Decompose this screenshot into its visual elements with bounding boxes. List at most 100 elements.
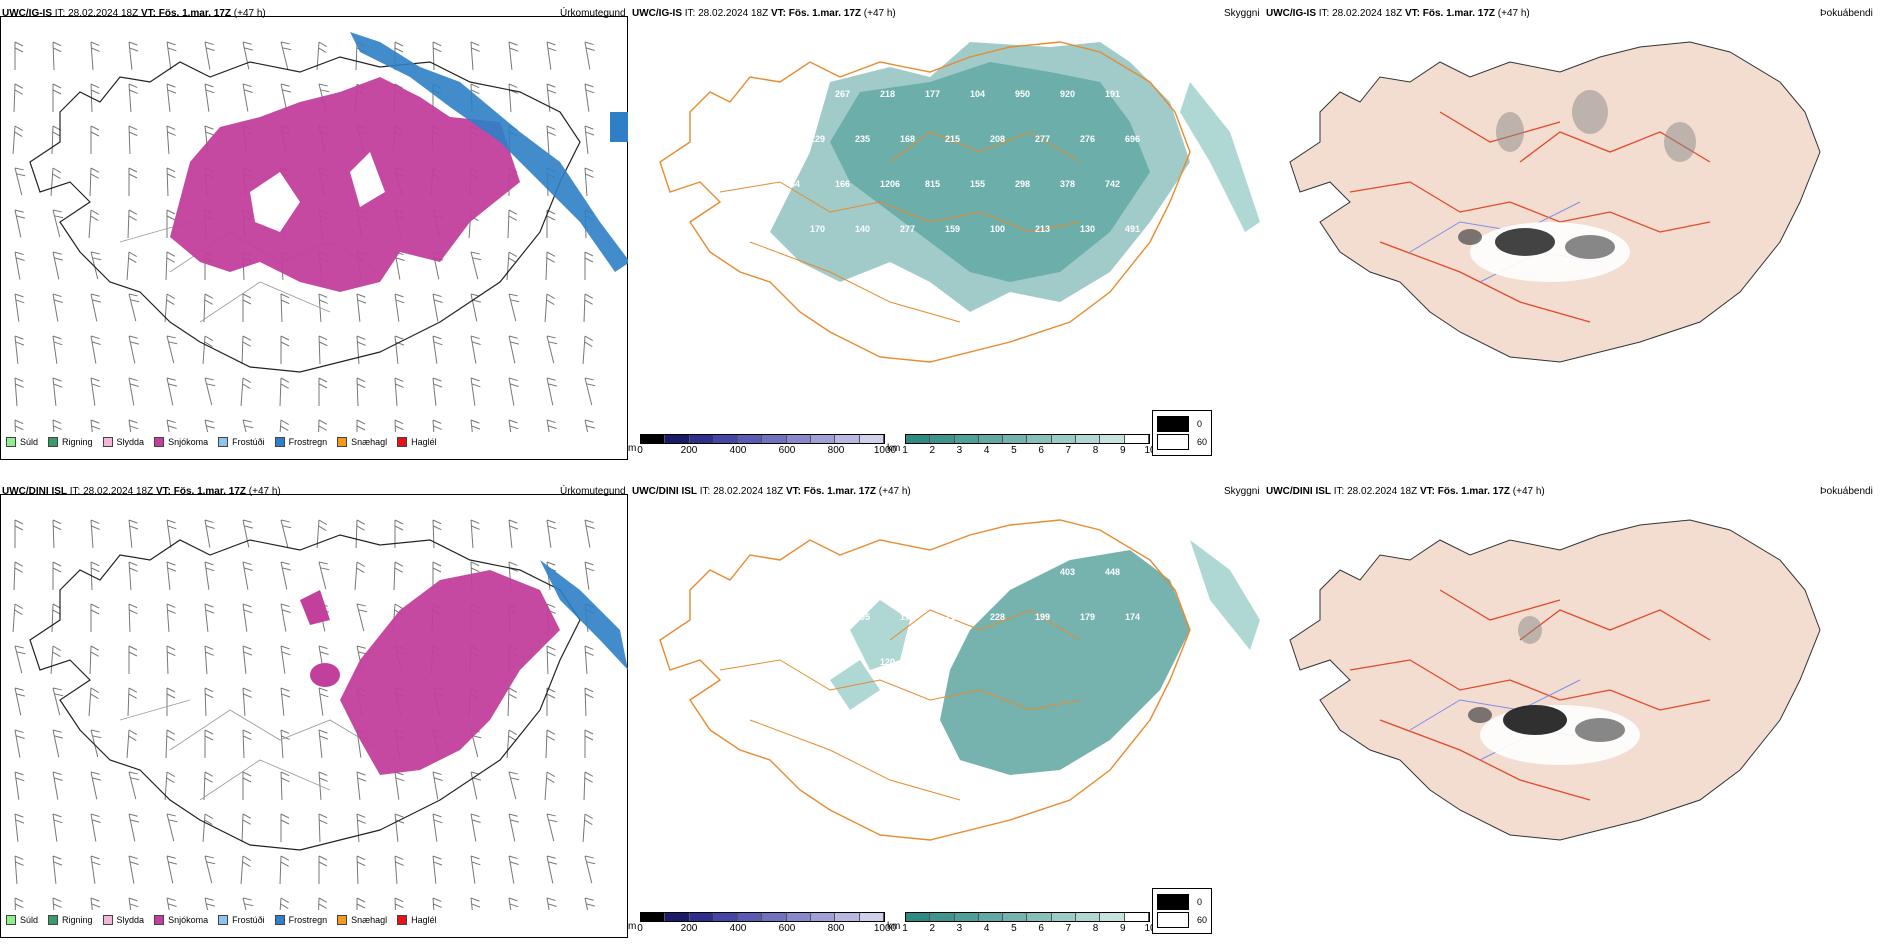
wind-barb: [204, 729, 214, 758]
legend-item: Haglél: [397, 437, 437, 447]
panel-title: Úrkomutegund: [560, 8, 626, 19]
wind-barb: [583, 293, 594, 323]
wind-barb: [240, 377, 251, 406]
wind-barb: [52, 729, 64, 758]
visibility-label: 1206: [880, 179, 900, 189]
wind-barb: [546, 855, 558, 884]
wind-barb: [432, 897, 442, 910]
visibility-label: 176: [900, 612, 915, 622]
tick-label: 0: [637, 445, 643, 456]
panel-precip-type-igis: UWC/IG-IS IT: 28.02.2024 18Z VT: Fös. 1.…: [0, 0, 630, 470]
wind-barb: [318, 377, 328, 406]
wind-barb: [128, 377, 139, 406]
visibility-label: 140: [855, 224, 870, 234]
wind-barb: [204, 897, 216, 910]
tick-label: 7: [1065, 923, 1072, 934]
wind-barb: [13, 83, 24, 113]
wind-barb: [14, 167, 26, 196]
wind-barb: [507, 687, 518, 717]
tick-label: 400: [729, 923, 747, 934]
wind-barb: [316, 41, 327, 70]
wind-barb: [128, 855, 139, 884]
wind-barb: [52, 771, 63, 800]
wind-barb: [90, 519, 100, 548]
wind-barb: [128, 771, 140, 800]
fog-legend: 0 60: [1152, 888, 1213, 934]
wind-barb: [356, 293, 367, 322]
visibility-map: 688 222 332 284 427 538 403 448 125 195 176 216 228 1…: [659, 519, 1260, 841]
wind-barb: [584, 419, 596, 432]
wind-barb: [128, 813, 140, 842]
wind-barb: [318, 335, 328, 365]
panel-title: Þokuábendi: [1820, 486, 1873, 497]
wind-barb: [128, 561, 138, 590]
wind-barb: [13, 561, 24, 591]
wind-barb: [582, 813, 593, 842]
wind-barb: [280, 519, 292, 548]
wind-barb: [508, 855, 519, 884]
wind-barb: [546, 813, 558, 842]
wind-barb: [52, 687, 64, 716]
visibility-label: 276: [1080, 134, 1095, 144]
tick-label: 1: [902, 445, 908, 456]
wind-barb: [470, 41, 480, 70]
wind-barb: [241, 813, 252, 843]
legend-label: Frostúði: [232, 437, 265, 447]
wind-barb: [280, 41, 292, 70]
wind-barb: [203, 771, 214, 801]
wind-barb: [241, 335, 252, 365]
wind-barb: [508, 519, 519, 548]
wind-barb: [90, 855, 101, 884]
wind-barb: [432, 855, 443, 884]
wind-barb: [90, 41, 100, 70]
panel-title: Úrkomutegund: [560, 486, 626, 497]
wind-barb: [470, 519, 480, 548]
wind-barb: [204, 41, 215, 70]
panel-header: UWC/DINI ISL IT: 28.02.2024 18Z VT: Fös.…: [2, 486, 281, 497]
wind-barb: [166, 897, 177, 910]
wind-barb: [242, 519, 254, 548]
wind-barb: [90, 335, 101, 364]
wind-barb: [90, 771, 102, 800]
wind-barb: [128, 167, 138, 196]
wind-barb: [354, 561, 365, 590]
map-frame: [0, 16, 628, 460]
legend-swatch: [154, 437, 165, 447]
legend-item: Snjókoma: [154, 915, 208, 925]
legend-swatch: [218, 915, 229, 925]
wind-barb: [394, 813, 405, 842]
wind-barb: [470, 419, 481, 432]
legend-label: Súld: [20, 437, 39, 447]
wind-barb: [356, 335, 366, 364]
visibility-label: 491: [1125, 224, 1140, 234]
wind-barb: [546, 687, 556, 716]
tick-label: 7: [1065, 445, 1072, 456]
tick-label: 10: [1144, 445, 1156, 456]
wind-barb: [166, 855, 178, 884]
wind-barb: [127, 209, 138, 239]
tick-label: 600: [778, 923, 796, 934]
visibility-label: 448: [1105, 567, 1120, 577]
panel-visibility-igis: UWC/IG-IS IT: 28.02.2024 18Z VT: Fös. 1.…: [628, 0, 1260, 470]
wind-barb: [204, 419, 216, 432]
tick-label: 8: [1092, 445, 1099, 456]
wind-barb: [52, 41, 62, 71]
wind-barb: [316, 519, 327, 548]
wind-barb: [204, 83, 215, 112]
wind-barb: [12, 603, 23, 632]
wind-barb: [14, 209, 26, 238]
wind-barb: [280, 771, 290, 801]
wind-barb: [584, 251, 594, 280]
wind-barb: [470, 335, 481, 364]
wind-barb: [166, 41, 177, 70]
panel-header: UWC/IG-IS IT: 28.02.2024 18Z VT: Fös. 1.…: [2, 8, 266, 19]
wind-barb: [166, 377, 178, 406]
wind-barb: [584, 855, 596, 884]
legend-swatch: [48, 437, 59, 447]
legend-swatch: [6, 915, 16, 925]
tick-label: 10: [1144, 923, 1156, 934]
map-frame: [0, 494, 628, 938]
visibility-label: 378: [1060, 179, 1075, 189]
wind-barb: [356, 855, 366, 885]
visibility-unit: km: [887, 921, 901, 932]
